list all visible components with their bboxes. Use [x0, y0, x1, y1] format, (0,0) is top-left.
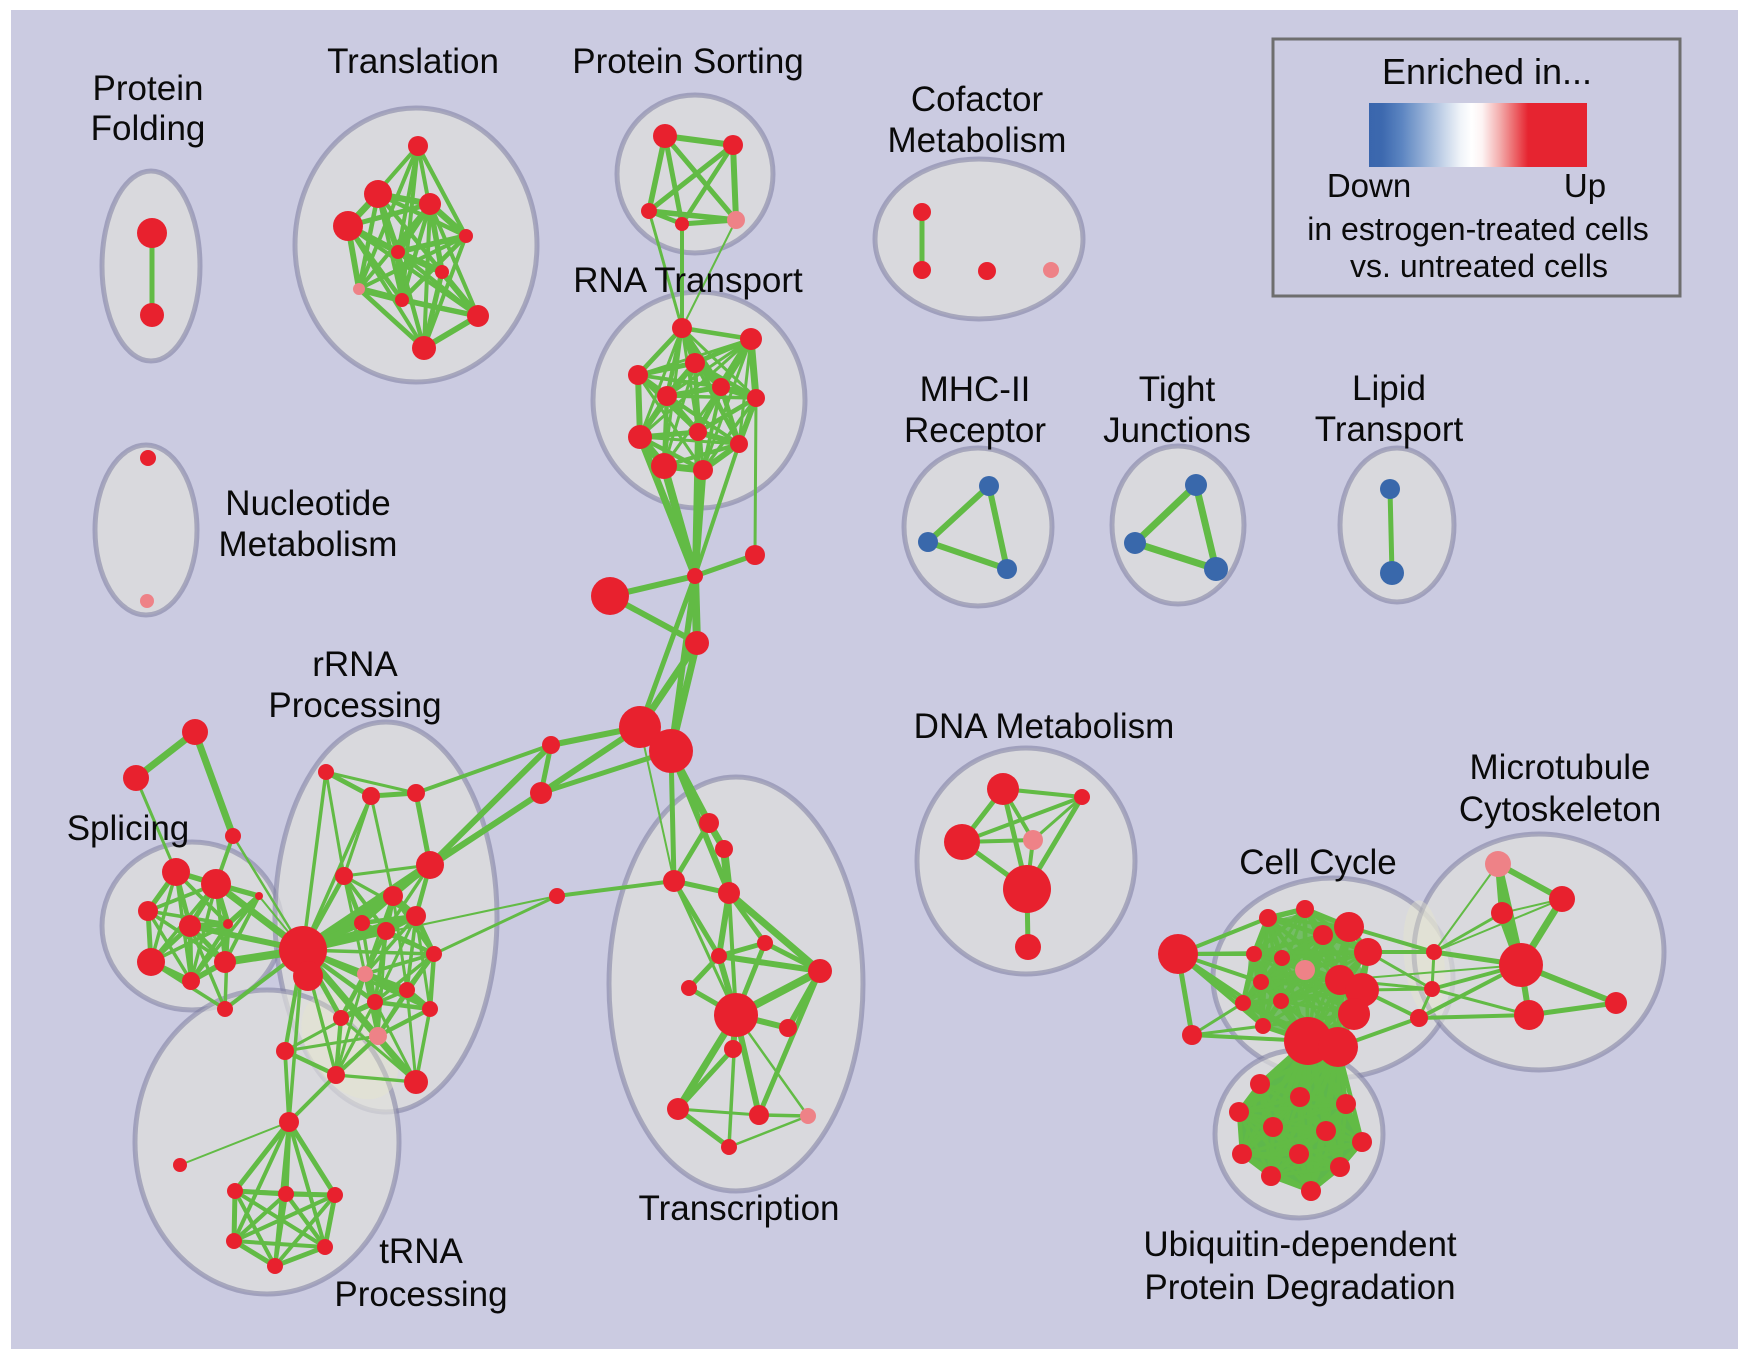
svg-text:Splicing: Splicing: [67, 809, 190, 848]
svg-text:tRNA: tRNA: [379, 1232, 463, 1271]
svg-text:Cofactor: Cofactor: [911, 80, 1044, 119]
svg-text:Transport: Transport: [1315, 410, 1464, 449]
svg-text:Microtubule: Microtubule: [1470, 748, 1651, 787]
svg-text:MHC-II: MHC-II: [920, 370, 1031, 409]
svg-text:DNA Metabolism: DNA Metabolism: [914, 707, 1175, 746]
svg-text:Cytoskeleton: Cytoskeleton: [1459, 790, 1661, 829]
svg-text:Enriched in...: Enriched in...: [1382, 51, 1592, 92]
svg-text:Processing: Processing: [334, 1275, 507, 1314]
svg-text:Receptor: Receptor: [904, 411, 1046, 450]
svg-text:RNA Transport: RNA Transport: [573, 261, 803, 300]
svg-text:Tight: Tight: [1139, 370, 1216, 409]
svg-text:Down: Down: [1327, 167, 1411, 204]
svg-text:Translation: Translation: [327, 42, 499, 81]
svg-text:Protein: Protein: [93, 69, 204, 108]
svg-text:Ubiquitin-dependent: Ubiquitin-dependent: [1143, 1225, 1457, 1264]
svg-text:Metabolism: Metabolism: [888, 121, 1067, 160]
svg-text:Lipid: Lipid: [1352, 369, 1426, 408]
svg-text:vs. untreated cells: vs. untreated cells: [1350, 248, 1608, 284]
svg-text:Nucleotide: Nucleotide: [225, 484, 390, 523]
svg-text:Metabolism: Metabolism: [219, 525, 398, 564]
svg-text:Transcription: Transcription: [639, 1189, 840, 1228]
svg-text:Junctions: Junctions: [1103, 411, 1251, 450]
svg-text:Protein Degradation: Protein Degradation: [1144, 1268, 1455, 1307]
svg-text:Cell Cycle: Cell Cycle: [1239, 843, 1397, 882]
svg-text:Protein Sorting: Protein Sorting: [572, 42, 804, 81]
svg-text:Processing: Processing: [268, 686, 441, 725]
svg-text:Up: Up: [1564, 167, 1606, 204]
svg-text:in estrogen-treated cells: in estrogen-treated cells: [1307, 211, 1649, 247]
svg-text:Folding: Folding: [91, 109, 206, 148]
svg-text:rRNA: rRNA: [312, 645, 398, 684]
